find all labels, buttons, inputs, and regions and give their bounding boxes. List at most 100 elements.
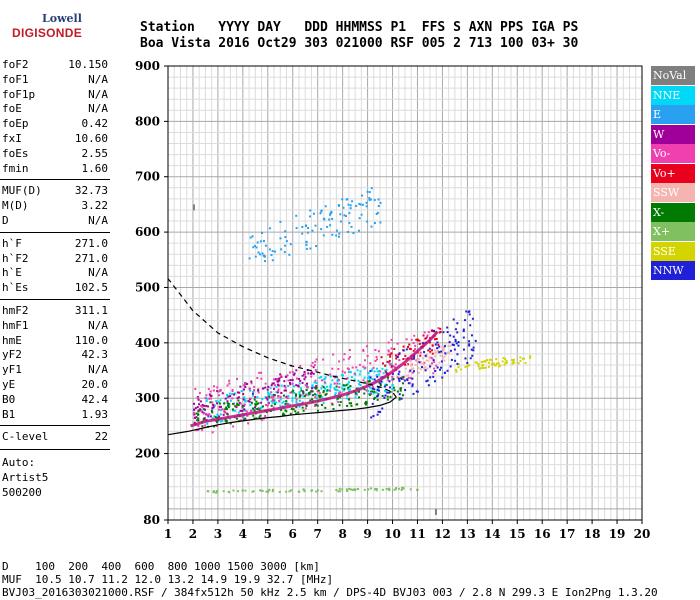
echo-point xyxy=(208,413,211,416)
echo-point xyxy=(424,337,427,340)
param-value: 0.42 xyxy=(81,117,109,131)
echo-point xyxy=(276,383,279,386)
x-tick-label: 14 xyxy=(484,527,501,541)
echo-point xyxy=(262,239,265,242)
echo-point xyxy=(197,424,200,427)
echo-point xyxy=(339,400,342,403)
echo-point xyxy=(206,490,209,493)
param-name: MUF(D) xyxy=(2,184,42,198)
echo-point xyxy=(417,357,420,360)
echo-point xyxy=(338,386,341,389)
echo-point xyxy=(193,413,196,416)
param-fmin: fmin 1.60 xyxy=(2,162,108,176)
echo-point xyxy=(338,390,341,393)
echo-point xyxy=(353,372,356,375)
echo-point xyxy=(289,243,292,246)
echo-point xyxy=(478,367,481,370)
echo-point xyxy=(373,199,376,202)
echo-point xyxy=(248,388,251,391)
echo-point xyxy=(377,410,380,413)
echo-point xyxy=(402,345,405,348)
param-name: h`Es xyxy=(2,281,29,295)
echo-point xyxy=(212,389,215,392)
echo-point xyxy=(264,386,267,389)
echo-point xyxy=(399,387,402,390)
echo-point xyxy=(215,400,218,403)
echo-point xyxy=(196,396,199,399)
echo-point xyxy=(237,411,240,414)
param-value: 271.0 xyxy=(74,236,108,250)
echo-point xyxy=(337,490,340,493)
echo-point xyxy=(232,402,235,405)
echo-point xyxy=(353,488,356,491)
echo-point xyxy=(391,375,394,378)
echo-point xyxy=(426,379,429,382)
echo-point xyxy=(310,489,313,492)
echo-point xyxy=(226,402,229,405)
echo-point xyxy=(314,403,317,406)
echo-point xyxy=(381,367,384,370)
echo-point xyxy=(289,379,292,382)
echo-point xyxy=(297,385,300,388)
echo-point xyxy=(338,360,341,363)
echo-point xyxy=(311,385,314,388)
echo-point xyxy=(398,393,401,396)
echo-point xyxy=(434,338,437,341)
echo-point xyxy=(313,381,316,384)
echo-point xyxy=(262,405,265,408)
echo-point xyxy=(347,398,350,401)
echo-point xyxy=(391,388,394,391)
echo-point xyxy=(270,400,273,403)
echo-point xyxy=(324,382,327,385)
echo-point xyxy=(368,386,371,389)
echo-point xyxy=(455,370,458,373)
legend-x: X- xyxy=(651,202,695,222)
echo-point xyxy=(271,398,274,401)
echo-point xyxy=(410,364,413,367)
echo-point xyxy=(232,425,235,428)
echo-point xyxy=(401,394,404,397)
echo-point xyxy=(415,360,418,363)
echo-point xyxy=(392,377,395,380)
echo-point xyxy=(309,209,312,212)
echo-point xyxy=(305,240,308,243)
echo-point xyxy=(523,357,526,360)
echo-point xyxy=(465,310,468,313)
echo-point xyxy=(243,396,246,399)
echo-point xyxy=(345,394,348,397)
echo-point xyxy=(216,390,219,393)
echo-point xyxy=(491,363,494,366)
echo-point xyxy=(372,366,375,369)
echo-point xyxy=(193,411,196,414)
echo-point xyxy=(364,402,367,405)
echo-point xyxy=(194,387,197,390)
echo-point xyxy=(275,385,278,388)
echo-point xyxy=(513,361,516,364)
echo-point xyxy=(432,359,435,362)
echo-point xyxy=(431,357,434,360)
echo-point xyxy=(346,367,349,370)
x-tick-label: 2 xyxy=(189,527,197,541)
echo-point xyxy=(276,391,279,394)
echo-point xyxy=(248,257,251,260)
echo-point xyxy=(369,362,372,365)
echo-point xyxy=(298,377,301,380)
echo-point xyxy=(401,486,404,489)
echo-point xyxy=(271,490,274,493)
echo-point xyxy=(244,417,247,420)
echo-point xyxy=(311,394,314,397)
echo-point xyxy=(388,380,391,383)
param-value: N/A xyxy=(88,102,108,116)
echo-point xyxy=(217,390,220,393)
echo-point xyxy=(346,404,349,407)
echo-point xyxy=(216,490,219,493)
echo-point xyxy=(382,372,385,375)
echo-point xyxy=(209,390,212,393)
echo-point xyxy=(477,365,480,368)
echo-point xyxy=(350,376,353,379)
echo-point xyxy=(347,370,350,373)
echo-point xyxy=(305,243,308,246)
echo-point xyxy=(317,489,320,492)
echo-point xyxy=(341,370,344,373)
echo-point xyxy=(261,252,264,255)
